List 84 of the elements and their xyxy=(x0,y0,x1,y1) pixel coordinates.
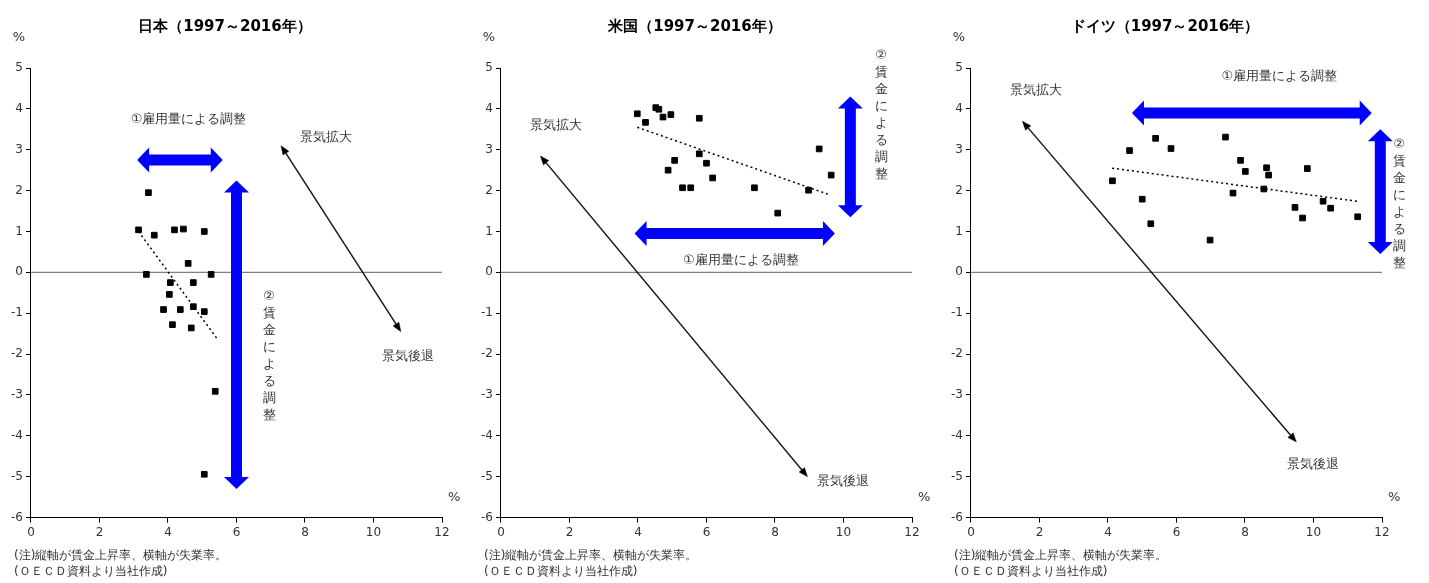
y-tick-label: -1 xyxy=(951,305,963,320)
y-tick-label: -3 xyxy=(11,387,23,402)
y-tick-label: -5 xyxy=(481,468,493,483)
y-tick-label: 5 xyxy=(485,60,493,75)
y-tick-label: 5 xyxy=(15,60,23,75)
x-tick-label: 6 xyxy=(1172,524,1181,539)
y-tick-label: -6 xyxy=(11,509,23,524)
x-tick-label: 10 xyxy=(835,524,852,539)
annotation: 景気後退 xyxy=(1287,456,1340,472)
x-tick-label: 2 xyxy=(565,524,574,539)
text: (ＯＥＣＤ資料より当社作成) xyxy=(954,563,1109,579)
y-tick-label: -5 xyxy=(11,468,23,483)
y-tick-label: -2 xyxy=(11,346,23,361)
y-tick-label: 0 xyxy=(485,264,493,279)
annotation: ①雇用量による調整 xyxy=(1221,68,1338,84)
text: ②賃金による調整 xyxy=(1392,135,1406,272)
y-tick-label: 2 xyxy=(485,182,493,197)
x-tick-label: 12 xyxy=(1374,524,1390,539)
y-tick-label: 0 xyxy=(15,264,23,279)
text: (注)縦軸が賃金上昇率、横軸が失業率。 xyxy=(14,547,228,563)
x-tick-label: 10 xyxy=(1305,524,1322,539)
x-tick-label: 0 xyxy=(27,524,35,539)
y-tick-label: -4 xyxy=(951,427,963,442)
chart-title: 米国（1997～2016年） xyxy=(607,16,782,35)
y-tick-label: -4 xyxy=(11,427,23,442)
x-tick-label: 2 xyxy=(1035,524,1044,539)
x-tick-label: 8 xyxy=(301,524,309,539)
x-tick-label: 12 xyxy=(434,524,450,539)
y-tick-label: -2 xyxy=(481,346,493,361)
y-tick-label: 1 xyxy=(15,223,23,238)
x-tick-label: 8 xyxy=(771,524,779,539)
annotation: 景気拡大 xyxy=(1010,82,1063,98)
y-tick-label: -1 xyxy=(481,305,493,320)
text: (注)縦軸が賃金上昇率、横軸が失業率。 xyxy=(484,547,698,563)
y-tick-label: -3 xyxy=(951,387,963,402)
annotation: ②賃金による調整 xyxy=(262,286,276,423)
y-tick-label: -4 xyxy=(481,427,493,442)
y-tick-label: -5 xyxy=(951,468,963,483)
y-tick-label: 2 xyxy=(15,182,23,197)
x-tick-label: 10 xyxy=(365,524,382,539)
x-tick-label: 4 xyxy=(164,524,172,539)
text: (注)縦軸が賃金上昇率、横軸が失業率。 xyxy=(954,547,1168,563)
y-axis-title: % xyxy=(482,29,496,45)
y-tick-label: -3 xyxy=(481,387,493,402)
y-tick-label: -1 xyxy=(11,305,23,320)
y-tick-label: 4 xyxy=(15,101,23,115)
x-tick-label: 4 xyxy=(1104,524,1112,539)
y-tick-label: 1 xyxy=(955,223,963,238)
y-tick-label: 0 xyxy=(955,264,963,279)
y-axis-title: % xyxy=(12,29,26,45)
y-tick-label: 5 xyxy=(955,60,963,75)
annotation: ②賃金による調整 xyxy=(874,45,888,182)
y-tick-label: 3 xyxy=(15,141,23,156)
x-axis-title: % xyxy=(918,488,931,504)
y-axis-title: % xyxy=(952,29,966,45)
x-tick-label: 0 xyxy=(497,524,505,539)
chart-title: ドイツ（1997～2016年） xyxy=(1070,16,1260,35)
text: (ＯＥＣＤ資料より当社作成) xyxy=(484,563,639,579)
annotation: 景気後退 xyxy=(381,347,434,364)
y-tick-label: -6 xyxy=(481,509,493,524)
x-axis-title: % xyxy=(448,488,461,504)
y-tick-label: 4 xyxy=(485,101,493,115)
x-tick-label: 12 xyxy=(904,524,920,539)
annotation: 景気後退 xyxy=(817,472,870,488)
y-tick-label: 3 xyxy=(485,141,493,156)
annotation: 景気拡大 xyxy=(529,117,582,133)
x-tick-label: 8 xyxy=(1241,524,1249,539)
x-tick-label: 4 xyxy=(634,524,642,539)
y-tick-label: 4 xyxy=(955,101,963,115)
x-tick-label: 2 xyxy=(95,524,104,539)
chart-title: 日本（1997～2016年） xyxy=(138,16,312,35)
x-tick-label: 6 xyxy=(232,524,241,539)
y-tick-label: -6 xyxy=(951,509,963,524)
x-axis-title: % xyxy=(1388,488,1401,504)
y-tick-label: -2 xyxy=(951,346,963,361)
annotation: ①雇用量による調整 xyxy=(130,110,247,127)
text: (ＯＥＣＤ資料より当社作成) xyxy=(14,563,169,579)
y-tick-label: 1 xyxy=(485,223,493,238)
annotation: 景気拡大 xyxy=(299,129,352,145)
x-tick-label: 6 xyxy=(702,524,711,539)
y-tick-label: 2 xyxy=(955,182,963,197)
annotation: ①雇用量による調整 xyxy=(682,251,799,268)
x-tick-label: 0 xyxy=(967,524,975,539)
y-tick-label: 3 xyxy=(955,141,963,156)
